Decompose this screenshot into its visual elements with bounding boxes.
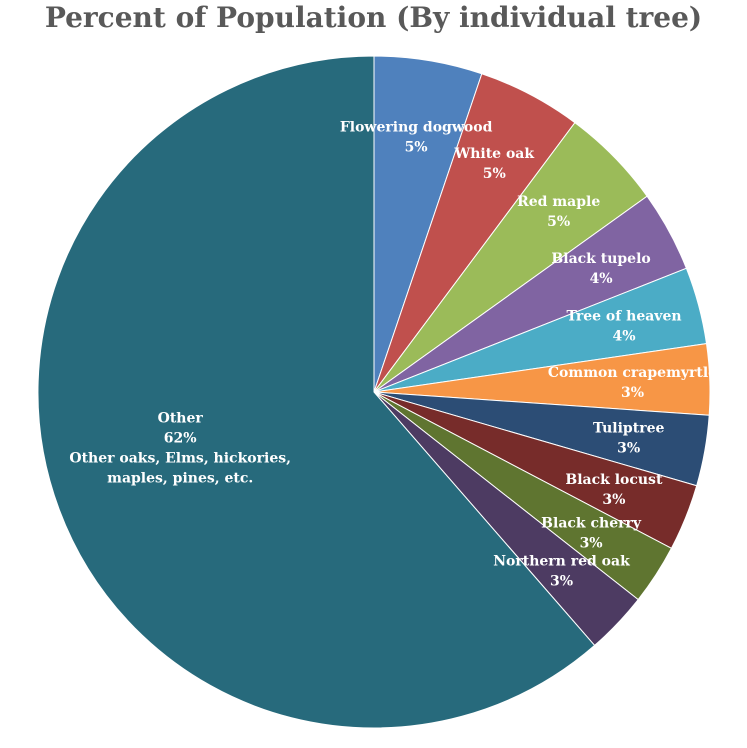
chart-title: Percent of Population (By individual tre… (44, 1, 703, 34)
slice-label-northern-red-oak: Northern red oak 3% (493, 553, 630, 589)
slice-label-flowering-dogwood: Flowering dogwood 5% (340, 120, 493, 156)
slice-label-tuliptree: Tuliptree 3% (593, 420, 664, 456)
slice-label-white-oak: White oak 5% (454, 146, 535, 182)
slice-label-black-cherry: Black cherry 3% (541, 516, 642, 552)
slice-label-black-locust: Black locust 3% (565, 472, 663, 508)
pie-slice-other (37, 55, 596, 729)
slice-label-tree-of-heaven: Tree of heaven 4% (566, 308, 681, 344)
slice-label-black-tupelo: Black tupelo 4% (551, 251, 650, 287)
slice-label-common-crapemyrtle: Common crapemyrtle 3% (548, 365, 717, 401)
slice-label-red-maple: Red maple 5% (517, 194, 600, 230)
slice-label-other: Other 62% Other oaks, Elms, hickories, mapl… (69, 411, 291, 487)
